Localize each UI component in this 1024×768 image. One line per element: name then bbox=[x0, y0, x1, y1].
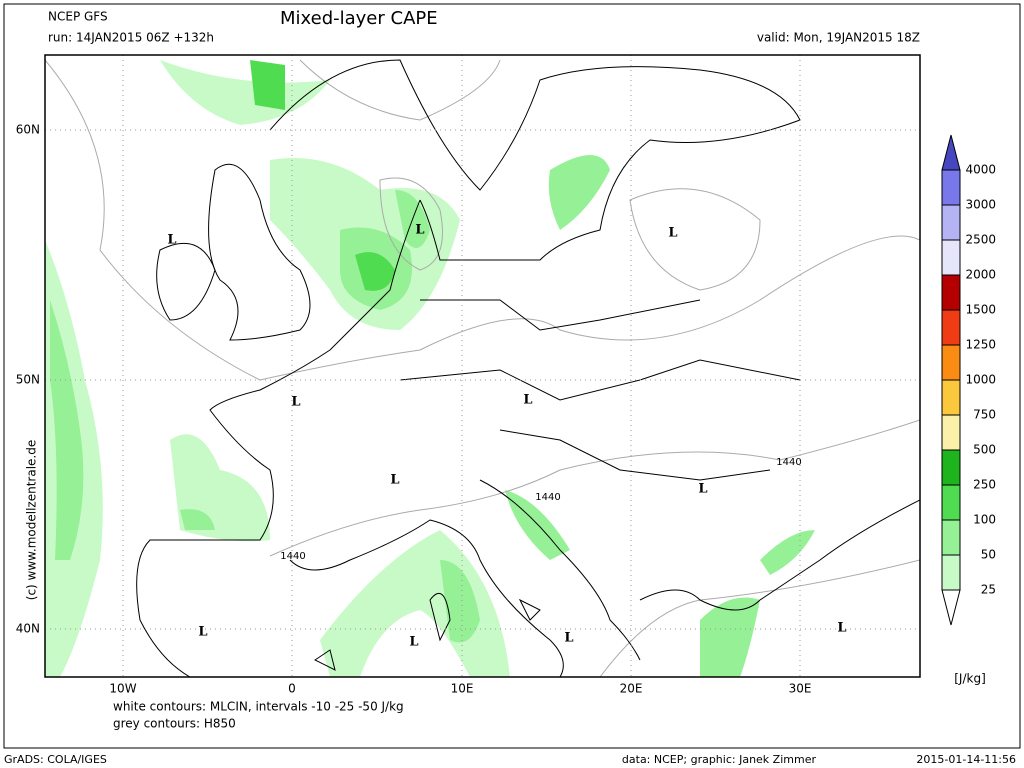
lon-label: 20E bbox=[620, 682, 643, 696]
colorbar-label: 3000 bbox=[965, 198, 996, 212]
lat-label: 40N bbox=[16, 622, 40, 636]
colorbar-segment bbox=[941, 554, 961, 591]
colorbar-segment bbox=[941, 414, 961, 451]
low-marker: L bbox=[409, 635, 418, 650]
low-marker: L bbox=[837, 621, 846, 636]
colorbar-segment bbox=[941, 239, 961, 276]
map: L L L L L L L L L L L 1440 1440 1440 60N 50N 40N 10W 0 10E… bbox=[16, 54, 921, 696]
colorbar-label: 250 bbox=[973, 478, 996, 492]
mlcin-note: white contours: MLCIN, intervals -10 -25… bbox=[113, 700, 404, 714]
graticule bbox=[45, 55, 920, 677]
colorbar-segment bbox=[941, 274, 961, 311]
colorbar-segment bbox=[941, 309, 961, 346]
colorbar-label: 1250 bbox=[965, 338, 996, 352]
low-marker: L bbox=[390, 473, 399, 488]
low-marker: L bbox=[198, 625, 207, 640]
copyright: (c) www.modellzentrale.de bbox=[25, 440, 39, 600]
colorbar-label: 100 bbox=[973, 513, 996, 527]
contour-label: 1440 bbox=[535, 492, 560, 503]
h850-contours bbox=[45, 59, 920, 677]
run-label: run: 14JAN2015 06Z +132h bbox=[48, 31, 214, 45]
colorbar-label: 2000 bbox=[965, 268, 996, 282]
colorbar: 25 50 100 250 500 750 1000 1250 1500 2000 2500 3000… bbox=[941, 134, 996, 626]
software-credit: GrADS: COLA/IGES bbox=[4, 753, 107, 766]
pressure-lows: L L L L L L L L L L L 1440 1440 1440 bbox=[167, 223, 846, 650]
low-marker: L bbox=[523, 393, 532, 408]
colorbar-label: 2500 bbox=[965, 233, 996, 247]
lon-label: 10W bbox=[109, 682, 136, 696]
title: Mixed-layer CAPE bbox=[280, 8, 438, 29]
lon-label: 30E bbox=[789, 682, 812, 696]
low-marker: L bbox=[167, 233, 176, 248]
data-credit: data: NCEP; graphic: Janek Zimmer bbox=[622, 753, 817, 766]
map-frame bbox=[44, 54, 921, 678]
low-marker: L bbox=[291, 395, 300, 410]
low-marker: L bbox=[564, 631, 573, 646]
colorbar-label: 25 bbox=[981, 583, 996, 597]
low-marker: L bbox=[698, 482, 707, 497]
colorbar-segment bbox=[941, 379, 961, 416]
colorbar-label: 50 bbox=[981, 548, 996, 562]
lon-label: 0 bbox=[288, 682, 296, 696]
colorbar-segment bbox=[941, 169, 961, 206]
valid-label: valid: Mon, 19JAN2015 18Z bbox=[757, 31, 920, 45]
h850-note: grey contours: H850 bbox=[113, 717, 236, 731]
timestamp: 2015-01-14-11:56 bbox=[916, 753, 1016, 766]
contour-label: 1440 bbox=[776, 457, 801, 468]
colorbar-label: 4000 bbox=[965, 163, 996, 177]
model-label: NCEP GFS bbox=[48, 10, 108, 24]
colorbar-unit: [J/kg] bbox=[954, 672, 986, 686]
colorbar-segment bbox=[941, 484, 961, 521]
map-content: L L L L L L L L L L L 1440 1440 1440 bbox=[45, 55, 920, 677]
colorbar-label: 750 bbox=[973, 408, 996, 422]
colorbar-high-triangle bbox=[941, 134, 961, 171]
colorbar-label: 1500 bbox=[965, 303, 996, 317]
contour-label: 1440 bbox=[280, 551, 305, 562]
low-marker: L bbox=[668, 226, 677, 241]
colorbar-segment bbox=[941, 344, 961, 381]
coastlines bbox=[136, 59, 920, 677]
colorbar-segment bbox=[941, 449, 961, 486]
outer-frame bbox=[3, 3, 1021, 749]
lat-label: 50N bbox=[16, 373, 40, 387]
low-marker: L bbox=[415, 223, 424, 238]
colorbar-label: 1000 bbox=[965, 373, 996, 387]
axis-labels: 60N 50N 40N 10W 0 10E 20E 30E bbox=[16, 123, 812, 696]
colorbar-segment bbox=[941, 204, 961, 241]
lon-label: 10E bbox=[451, 682, 474, 696]
colorbar-label: 500 bbox=[973, 443, 996, 457]
lat-label: 60N bbox=[16, 123, 40, 137]
colorbar-segment bbox=[941, 519, 961, 556]
